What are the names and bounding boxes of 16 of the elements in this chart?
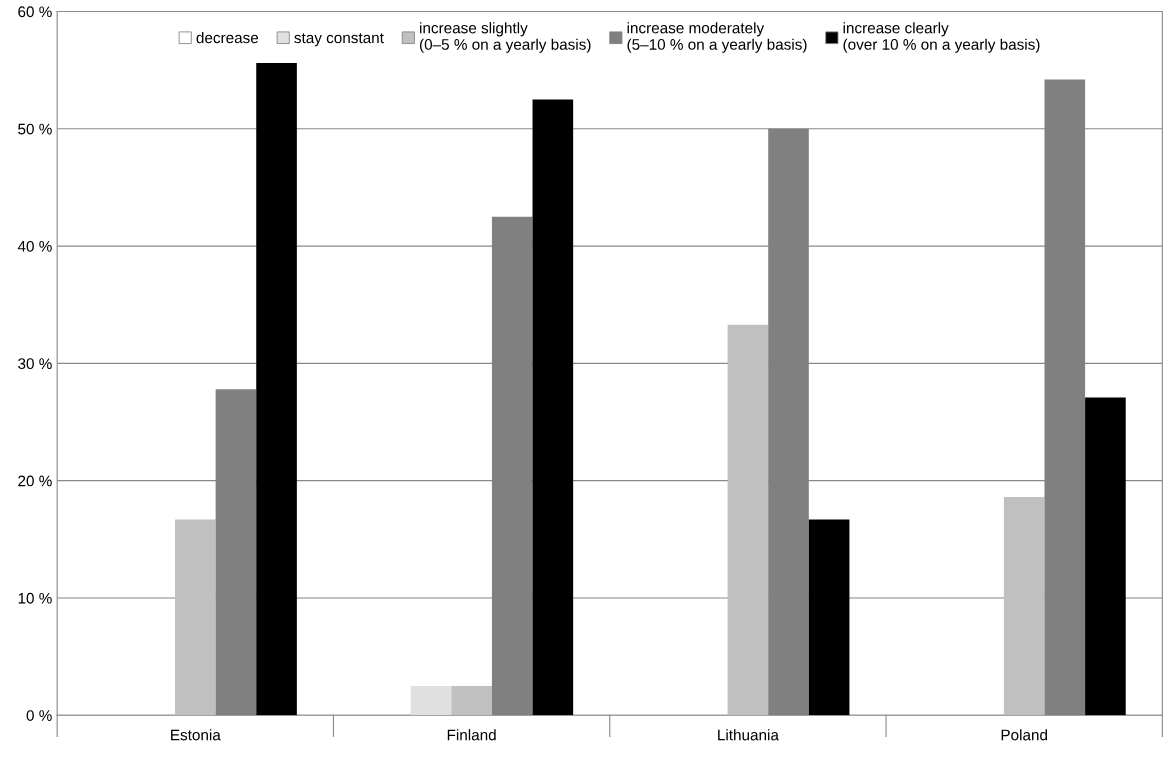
legend-label: increase slightly (0–5 % on a yearly basis) (420, 22, 591, 53)
y-tick-label: 20 % (18, 475, 52, 487)
y-tick-label: 0 % (26, 710, 52, 721)
x-tick-label: Estonia (171, 729, 221, 741)
legend-label: decrease (196, 31, 259, 44)
y-tick-label: 60 % (18, 6, 52, 18)
legend-label: stay constant (294, 33, 384, 47)
legend-label: increase clearly (over 10 % on a yearly basis) (843, 22, 1040, 53)
y-tick-label: 10 % (18, 592, 52, 604)
x-tick-label: Poland (1001, 729, 1047, 741)
y-tick-label: 30 % (18, 358, 52, 370)
x-tick-label: Finland (447, 729, 496, 741)
y-tick-label: 50 % (18, 123, 52, 135)
x-tick-label: Lithuania (718, 729, 779, 741)
y-tick-label: 40 % (17, 240, 52, 252)
legend-label: increase moderately (5–10 % on a yearly basis) (627, 22, 807, 53)
